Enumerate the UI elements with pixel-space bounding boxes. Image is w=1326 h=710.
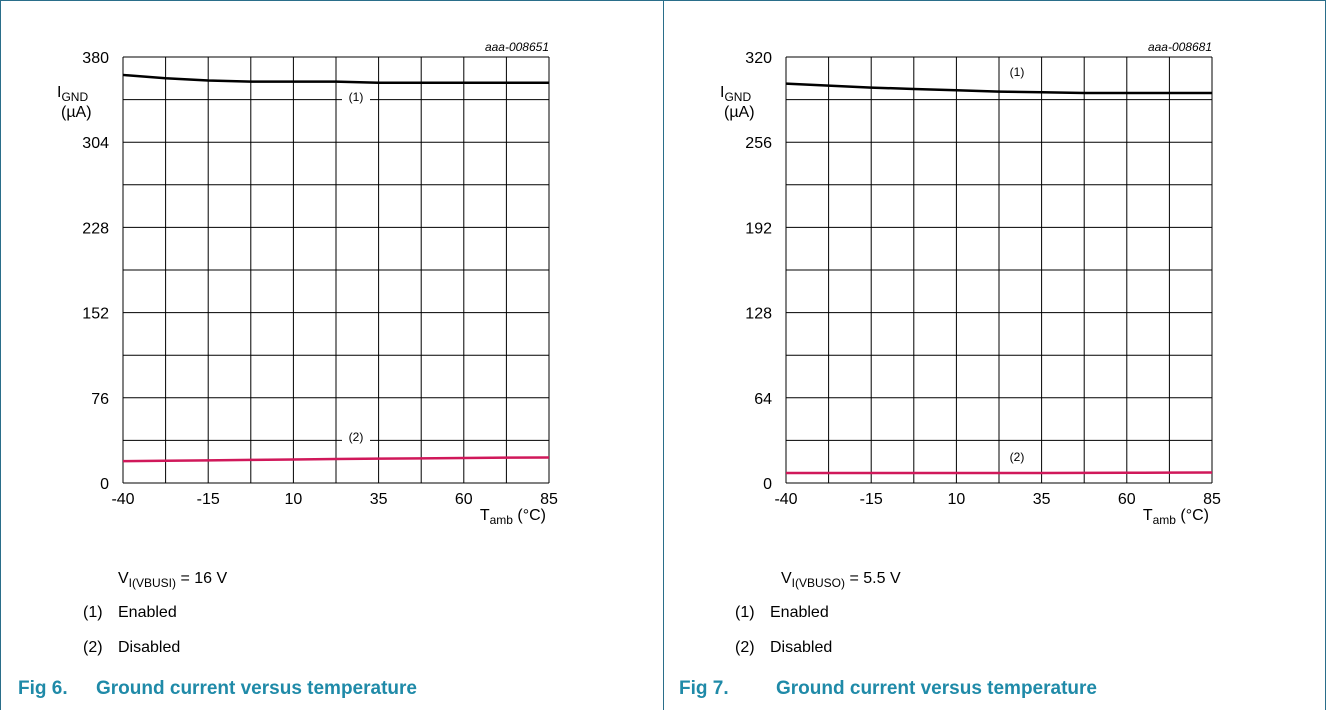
y-axis-unit: (µA) <box>724 104 755 121</box>
y-tick-label: 152 <box>82 306 109 323</box>
note-1: (1) Enabled <box>83 604 177 622</box>
note-text: Disabled <box>770 639 833 656</box>
chart-fig7: 0 64 128 192 256 320 -40 -15 10 35 60 85 aaa-008681 I… <box>719 40 1221 527</box>
x-tick-label: 85 <box>1203 491 1221 508</box>
note-number: (1) <box>735 604 755 621</box>
note-text: Enabled <box>770 604 829 621</box>
note-1: (1) Enabled <box>735 604 829 622</box>
x-tick-label: 10 <box>948 491 966 508</box>
series-label-bg <box>1003 448 1031 465</box>
page-divider <box>663 0 664 710</box>
y-tick-label: 0 <box>763 476 772 493</box>
y-axis-label-bg <box>719 79 785 125</box>
figure-title: Ground current versus temperature <box>96 678 417 699</box>
figure-panel-7: 0 64 128 192 256 320 -40 -15 10 35 60 85 aaa-008681 I… <box>663 0 1326 710</box>
y-tick-label: 256 <box>745 135 772 152</box>
series-label-bg <box>1003 63 1031 80</box>
chart-code: aaa-008651 <box>485 40 549 54</box>
x-tick-label: 85 <box>540 491 558 508</box>
condition-sub: I(VBUSO) <box>791 576 846 591</box>
y-tick-label: 304 <box>82 135 109 152</box>
series-label: (1) <box>349 90 364 104</box>
series-line-1 <box>785 82 1212 95</box>
x-tick-label: -15 <box>197 491 220 508</box>
y-axis-label-bg <box>56 79 122 125</box>
series-line-2 <box>122 456 550 463</box>
figure-number: Fig 7. <box>679 678 729 699</box>
x-tick-label: 35 <box>370 491 388 508</box>
series-label: (2) <box>1010 450 1025 464</box>
figure-number: Fig 6. <box>18 678 68 699</box>
x-tick-label: -15 <box>860 491 883 508</box>
series-line-1 <box>122 73 549 85</box>
y-tick-label: 0 <box>100 476 109 493</box>
page-border-left <box>0 0 1 710</box>
series-line-2 <box>786 471 1213 475</box>
y-tick-label: 228 <box>82 220 109 237</box>
x-tick-label: 60 <box>455 491 473 508</box>
y-tick-label: 128 <box>745 306 772 323</box>
x-axis-label: Tamb (°C) <box>1143 507 1209 527</box>
condition-text: VI(VBUSI) = 16 V <box>118 570 227 590</box>
series-label: (2) <box>349 430 364 444</box>
x-tick-label: 35 <box>1033 491 1051 508</box>
y-axis-label: IGND <box>720 84 751 104</box>
condition-main: V <box>781 570 792 587</box>
condition-text: VI(VBUSO) = 5.5 V <box>781 570 901 590</box>
figure-title: Ground current versus temperature <box>776 678 1097 699</box>
condition-value: = 16 V <box>176 570 228 587</box>
series-label-bg <box>342 428 370 445</box>
figure-panel-6: 0 76 152 228 304 380 -40 -15 10 35 60 85 aaa-008651 I… <box>18 40 558 700</box>
note-2: (2) Disabled <box>83 639 180 657</box>
note-text: Enabled <box>118 604 177 621</box>
condition-main: V <box>118 570 129 587</box>
note-number: (2) <box>735 639 755 656</box>
y-tick-label: 76 <box>91 391 109 408</box>
y-tick-label: 64 <box>754 391 772 408</box>
chart-code: aaa-008681 <box>1148 40 1212 54</box>
x-tick-label: -40 <box>111 491 134 508</box>
figure-caption: Fig 6. Ground current versus temperature <box>18 678 417 700</box>
condition-value: = 5.5 V <box>845 570 901 587</box>
series-label: (1) <box>1010 65 1025 79</box>
x-tick-label: 10 <box>285 491 303 508</box>
y-tick-label: 380 <box>82 50 109 67</box>
y-tick-label: 192 <box>745 220 772 237</box>
chart-fig6: 0 76 152 228 304 380 -40 -15 10 35 60 85 aaa-008651 I… <box>56 40 558 527</box>
y-axis-unit: (µA) <box>61 104 92 121</box>
y-axis-label: IGND <box>57 84 88 104</box>
note-text: Disabled <box>118 639 181 656</box>
x-tick-label: -40 <box>774 491 797 508</box>
note-2: (2) Disabled <box>735 639 832 657</box>
y-tick-label: 320 <box>745 50 772 67</box>
note-number: (2) <box>83 639 103 656</box>
x-tick-label: 60 <box>1118 491 1136 508</box>
figure-caption: Fig 7. Ground current versus temperature <box>679 678 1097 700</box>
series-label-bg <box>342 88 370 105</box>
x-axis-label: Tamb (°C) <box>480 507 546 527</box>
note-number: (1) <box>83 604 103 621</box>
condition-sub: I(VBUSI) <box>128 576 177 591</box>
